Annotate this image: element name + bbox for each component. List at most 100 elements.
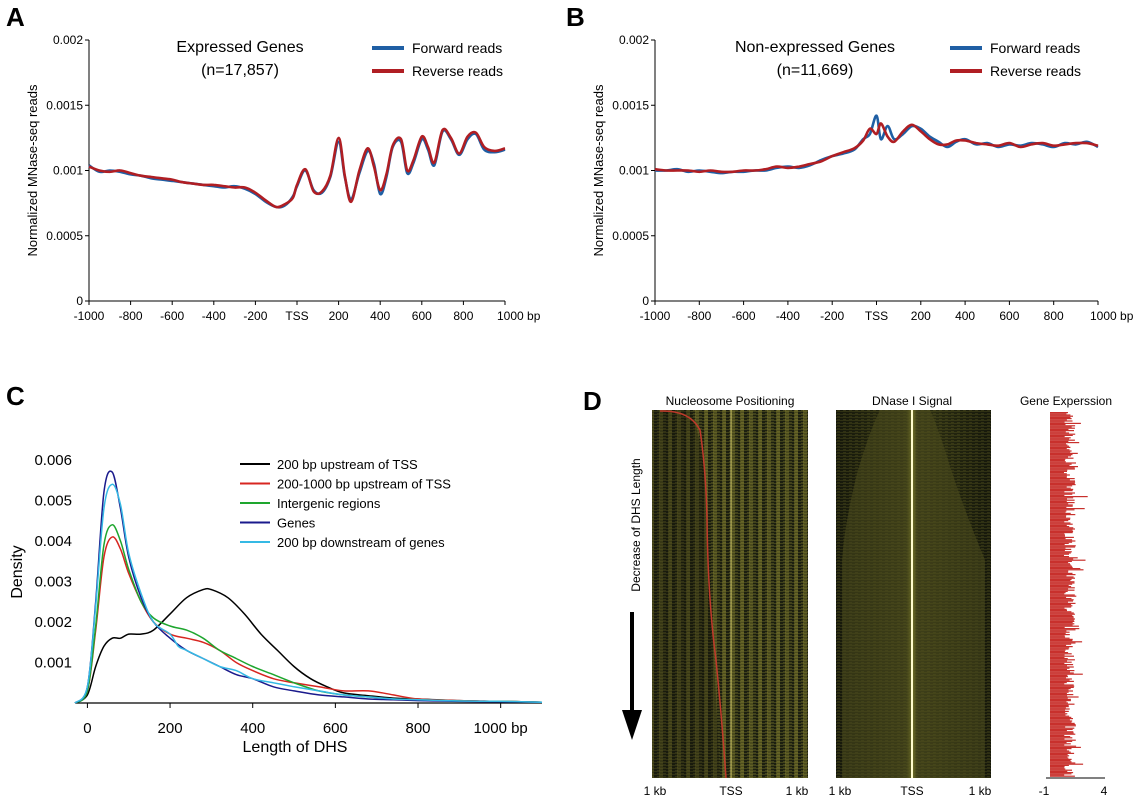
expression-bar — [1050, 731, 1074, 733]
expression-bar — [1050, 577, 1075, 579]
expression-bar — [1050, 528, 1075, 530]
expression-bar — [1050, 460, 1065, 462]
chart-c-legend-label: Intergenic regions — [277, 496, 381, 511]
expression-bar — [1050, 696, 1079, 698]
expression-bar — [1050, 710, 1069, 712]
expression-bar — [1050, 727, 1075, 729]
expression-bar — [1050, 604, 1072, 606]
nucleosome-heatmap-title: Nucleosome Positioning — [666, 394, 795, 408]
expression-bar — [1050, 430, 1074, 432]
expression-bar — [1050, 766, 1065, 768]
expression-bar — [1050, 571, 1069, 573]
expression-bar — [1050, 618, 1075, 620]
chart-b-x-tick-label: -200 — [820, 309, 844, 323]
chart-b-legend-label: Forward reads — [990, 40, 1080, 56]
expression-bar — [1050, 614, 1073, 616]
expression-bar — [1050, 623, 1075, 625]
expression-bar — [1050, 576, 1074, 578]
expression-bar — [1050, 745, 1077, 747]
chart-b-x-tick-label: -800 — [687, 309, 711, 323]
chart-b-x-tick-label: 800 — [1044, 309, 1064, 323]
expression-bar — [1050, 636, 1066, 638]
expression-bar — [1050, 556, 1069, 558]
expression-bar — [1050, 683, 1065, 685]
chart-c-y-tick-label: 0.004 — [34, 533, 72, 550]
expression-bar — [1050, 640, 1073, 642]
expression-bar — [1050, 702, 1068, 704]
expression-bar — [1050, 674, 1068, 676]
expression-bar — [1050, 755, 1070, 757]
chart-b-y-axis-label: Normalized MNase-seq reads — [591, 84, 606, 256]
expression-bar — [1050, 563, 1070, 565]
expression-bar — [1050, 496, 1088, 498]
expression-bar — [1050, 437, 1071, 439]
chart-a-y-tick-label: 0.0005 — [46, 229, 83, 243]
expression-bar — [1050, 479, 1070, 481]
dnase-heatmap — [836, 410, 991, 778]
expression-bar — [1050, 520, 1069, 522]
dnase-signal-wedge — [842, 410, 985, 778]
expression-bar — [1050, 518, 1071, 520]
expression-bar — [1050, 637, 1070, 639]
expression-bar — [1050, 703, 1075, 705]
expression-bar — [1050, 424, 1066, 426]
expression-bar — [1050, 412, 1068, 414]
expression-bar — [1050, 547, 1066, 549]
expression-bar — [1050, 605, 1073, 607]
expression-bar — [1050, 511, 1066, 513]
expression-bar — [1050, 728, 1073, 730]
dnase-heatmap-title: DNase I Signal — [872, 394, 952, 408]
chart-a-legend-label: Reverse reads — [412, 63, 503, 79]
chart-a-x-tick-label: -800 — [119, 309, 143, 323]
chart-c-x-tick-label: 0 — [83, 720, 91, 737]
expression-bar — [1050, 484, 1076, 486]
expression-bar — [1050, 638, 1073, 640]
expression-bar — [1050, 726, 1066, 728]
expression-bar — [1050, 497, 1074, 499]
chart-c-x-tick-label: 800 — [406, 720, 431, 737]
expression-bar — [1050, 704, 1069, 706]
expression-bar — [1050, 730, 1067, 732]
expression-bar — [1050, 568, 1081, 570]
expression-bar — [1050, 589, 1075, 591]
expression-bar — [1050, 656, 1065, 658]
chart-a-y-tick-label: 0.002 — [53, 33, 83, 47]
expression-bar — [1050, 440, 1069, 442]
expression-bar — [1050, 444, 1068, 446]
expression-bar — [1050, 685, 1075, 687]
expression-bar — [1050, 749, 1067, 751]
expression-bar — [1050, 746, 1081, 748]
expression-bar — [1050, 624, 1073, 626]
chart-b-legend-label: Reverse reads — [990, 63, 1081, 79]
panel-letter-b: B — [566, 2, 585, 32]
expression-bar — [1050, 461, 1066, 463]
expression-bar — [1050, 534, 1065, 536]
expression-bar — [1050, 522, 1071, 524]
expression-bar — [1050, 751, 1071, 753]
expression-bar — [1050, 450, 1072, 452]
chart-a-y-tick-label: 0 — [76, 294, 83, 308]
expression-bar — [1050, 601, 1068, 603]
expression-bar — [1050, 509, 1075, 511]
expression-bar — [1050, 682, 1067, 684]
expression-bar — [1050, 737, 1073, 739]
expression-bar — [1050, 548, 1072, 550]
expression-bar — [1050, 697, 1068, 699]
expression-bar — [1050, 445, 1070, 447]
chart-c-y-tick-label: 0.002 — [34, 614, 72, 631]
expression-bar — [1050, 514, 1076, 516]
expression-bar — [1050, 505, 1073, 507]
expression-bar — [1050, 581, 1075, 583]
expression-bar — [1050, 680, 1074, 682]
chart-a: 0 0.0005 0.001 0.0015 0.002 -1000 -800 -600 -400… — [25, 33, 541, 323]
expression-bar — [1050, 542, 1069, 544]
expression-bar — [1050, 540, 1076, 542]
expression-bar — [1050, 584, 1069, 586]
chart-a-x-tick-label: -400 — [202, 309, 226, 323]
expression-bar — [1050, 725, 1076, 727]
expression-bar — [1050, 676, 1068, 678]
expression-bar — [1050, 607, 1065, 609]
chart-a-x-tick-label: 1000 bp — [497, 309, 541, 323]
expression-bar — [1050, 463, 1072, 465]
expression-bar — [1050, 691, 1069, 693]
